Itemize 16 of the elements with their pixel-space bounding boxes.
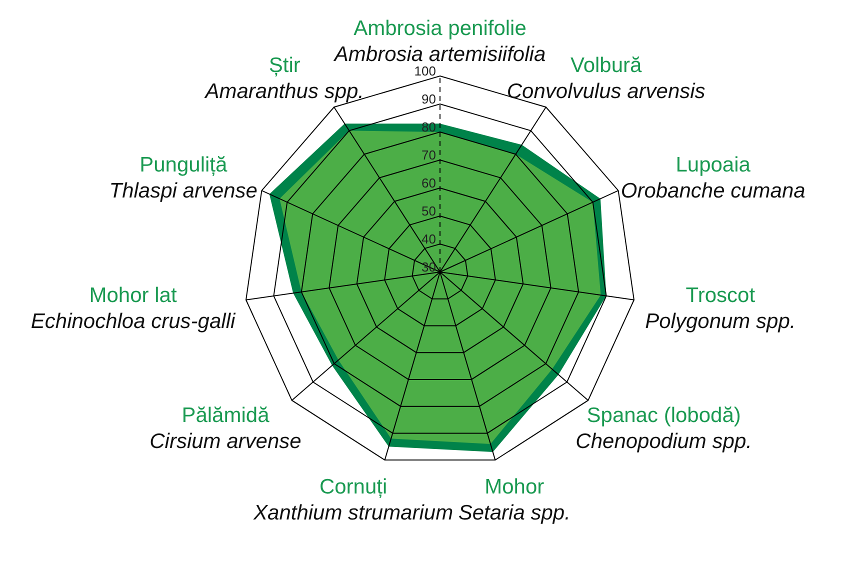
spoke-label: Troscot Polygonum spp.: [645, 284, 796, 334]
spoke-label: Mohor Setaria spp.: [458, 475, 570, 524]
y-tick-label: 80: [422, 120, 436, 135]
y-tick-label: 40: [422, 232, 436, 247]
spoke-label: Spanac (lobodă) Chenopodium spp.: [576, 404, 752, 454]
y-tick-label: 60: [422, 176, 436, 191]
spoke-label: Cornuți Xanthium strumarium: [252, 475, 454, 524]
y-tick-label: 70: [422, 148, 436, 163]
spoke-label: Punguliță Thlaspi arvense: [109, 154, 258, 203]
y-tick-label: 50: [422, 204, 436, 219]
spoke-label: Mohor lat Echinochloa crus-galli: [30, 284, 236, 334]
y-tick-label: 90: [422, 92, 436, 107]
spoke-label: Pălămidă Cirsium arvense: [150, 404, 302, 454]
spoke-label: Ambrosia penifolie Ambrosia artemisiifolia: [332, 16, 546, 66]
y-tick-label: 100: [414, 64, 436, 79]
spoke-label: Lupoaia Orobanche cumana: [620, 154, 806, 203]
